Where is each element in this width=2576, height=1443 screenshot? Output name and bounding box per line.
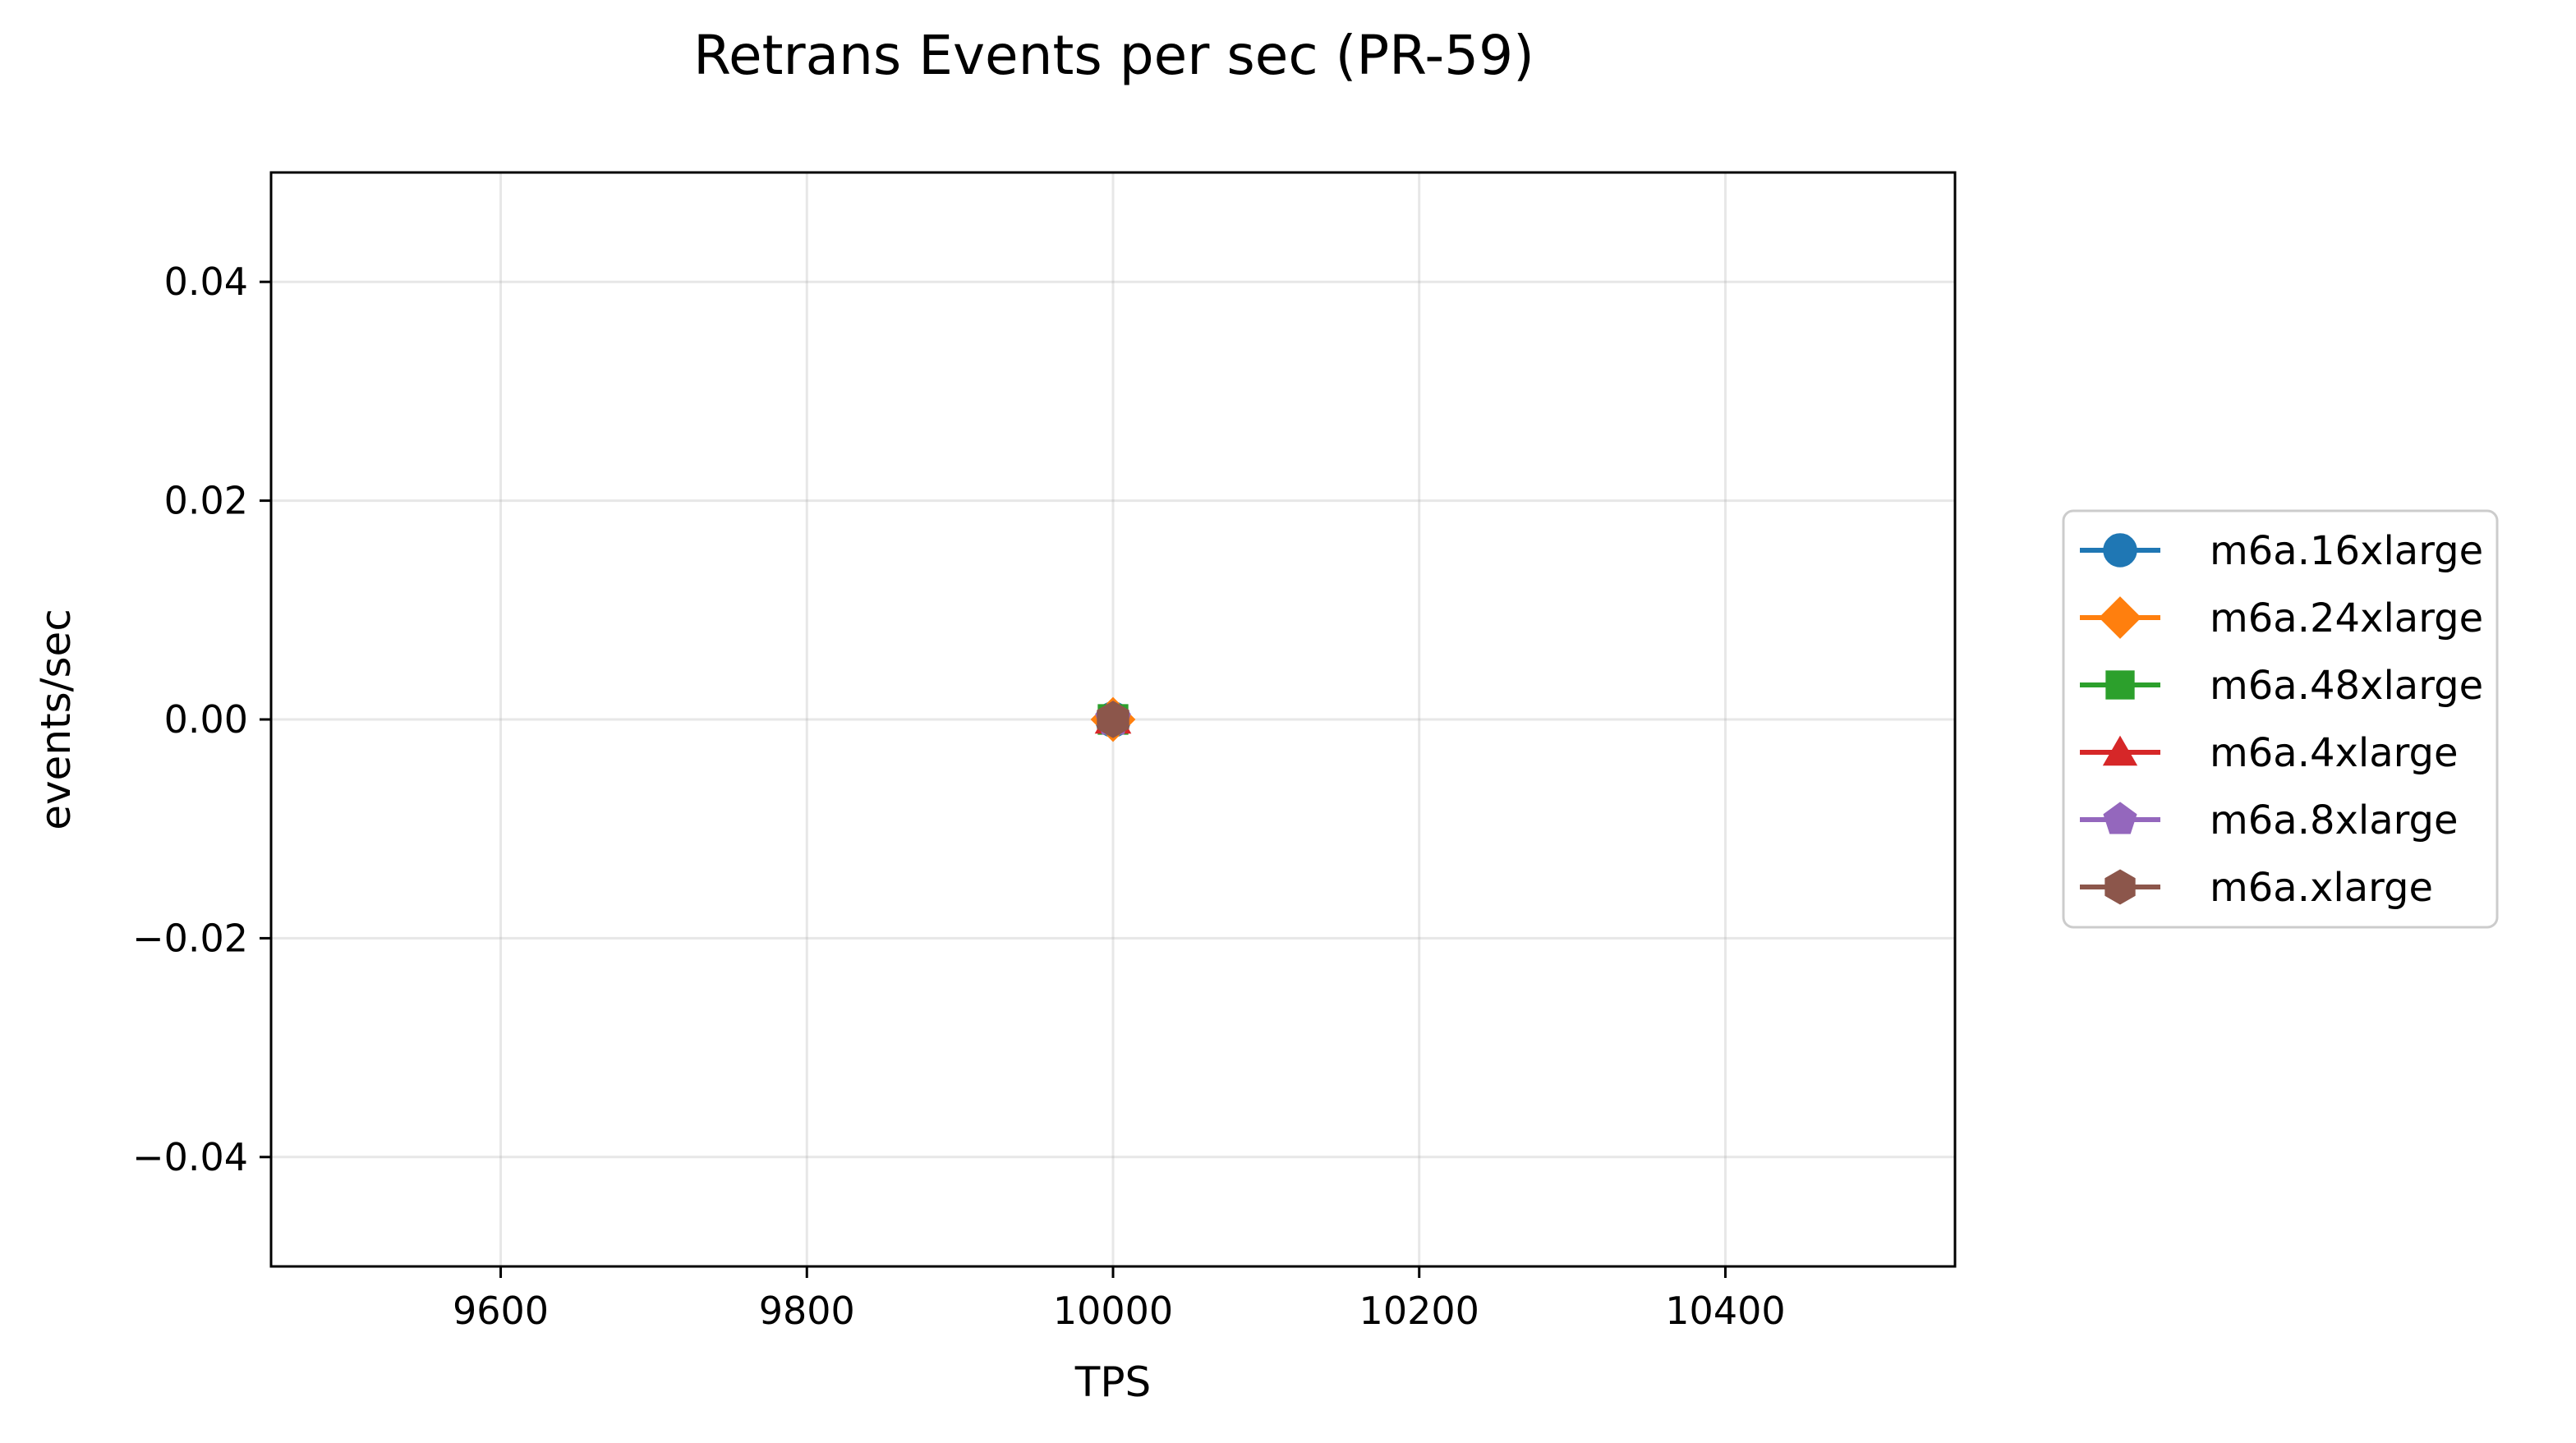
legend-entry: m6a.8xlarge bbox=[2080, 797, 2459, 843]
y-tick-label: −0.02 bbox=[132, 916, 248, 960]
legend-marker bbox=[2105, 670, 2135, 700]
x-tick-label: 10000 bbox=[1053, 1289, 1173, 1333]
legend-label: m6a.16xlarge bbox=[2210, 528, 2483, 574]
x-axis: 9600 9800 10000 10200 10400 bbox=[453, 1266, 1786, 1333]
legend-marker bbox=[2099, 596, 2141, 639]
legend-label: m6a.48xlarge bbox=[2210, 663, 2483, 709]
y-tick-label: 0.00 bbox=[164, 697, 248, 742]
legend-label: m6a.24xlarge bbox=[2210, 595, 2483, 641]
y-axis-label: events/sec bbox=[32, 609, 80, 830]
series-m6a.xlarge bbox=[1097, 701, 1129, 738]
x-axis-label: TPS bbox=[1074, 1358, 1151, 1406]
x-tick-label: 9800 bbox=[759, 1289, 855, 1333]
chart-title: Retrans Events per sec (PR-59) bbox=[693, 24, 1534, 87]
y-axis: −0.04 −0.02 0.00 0.02 0.04 bbox=[132, 260, 271, 1179]
legend-label: m6a.8xlarge bbox=[2210, 797, 2459, 843]
x-tick-label: 10400 bbox=[1665, 1289, 1785, 1333]
legend-marker bbox=[2102, 735, 2138, 766]
legend-entry: m6a.16xlarge bbox=[2080, 528, 2483, 574]
y-tick-label: 0.04 bbox=[164, 260, 248, 304]
legend-entry: m6a.48xlarge bbox=[2080, 663, 2483, 709]
legend-marker bbox=[2104, 869, 2136, 905]
legend-entry: m6a.xlarge bbox=[2080, 865, 2433, 911]
legend-entries: m6a.16xlarge m6a.24xlarge m6a.48xlarge m6a.… bbox=[2080, 528, 2483, 911]
legend: m6a.16xlarge m6a.24xlarge m6a.48xlarge m6a.… bbox=[2062, 509, 2499, 929]
y-tick-label: 0.02 bbox=[164, 479, 248, 523]
legend-marker bbox=[2103, 802, 2137, 834]
y-tick-label: −0.04 bbox=[132, 1135, 248, 1179]
legend-entry: m6a.4xlarge bbox=[2080, 730, 2459, 776]
x-tick-label: 9600 bbox=[453, 1289, 549, 1333]
x-tick-label: 10200 bbox=[1359, 1289, 1479, 1333]
legend-box bbox=[2062, 509, 2499, 929]
data-point bbox=[1097, 701, 1129, 738]
legend-label: m6a.xlarge bbox=[2210, 865, 2433, 911]
legend-entry: m6a.24xlarge bbox=[2080, 595, 2483, 641]
legend-label: m6a.4xlarge bbox=[2210, 730, 2459, 776]
legend-marker bbox=[2103, 533, 2137, 568]
series-layer bbox=[1090, 696, 1136, 742]
